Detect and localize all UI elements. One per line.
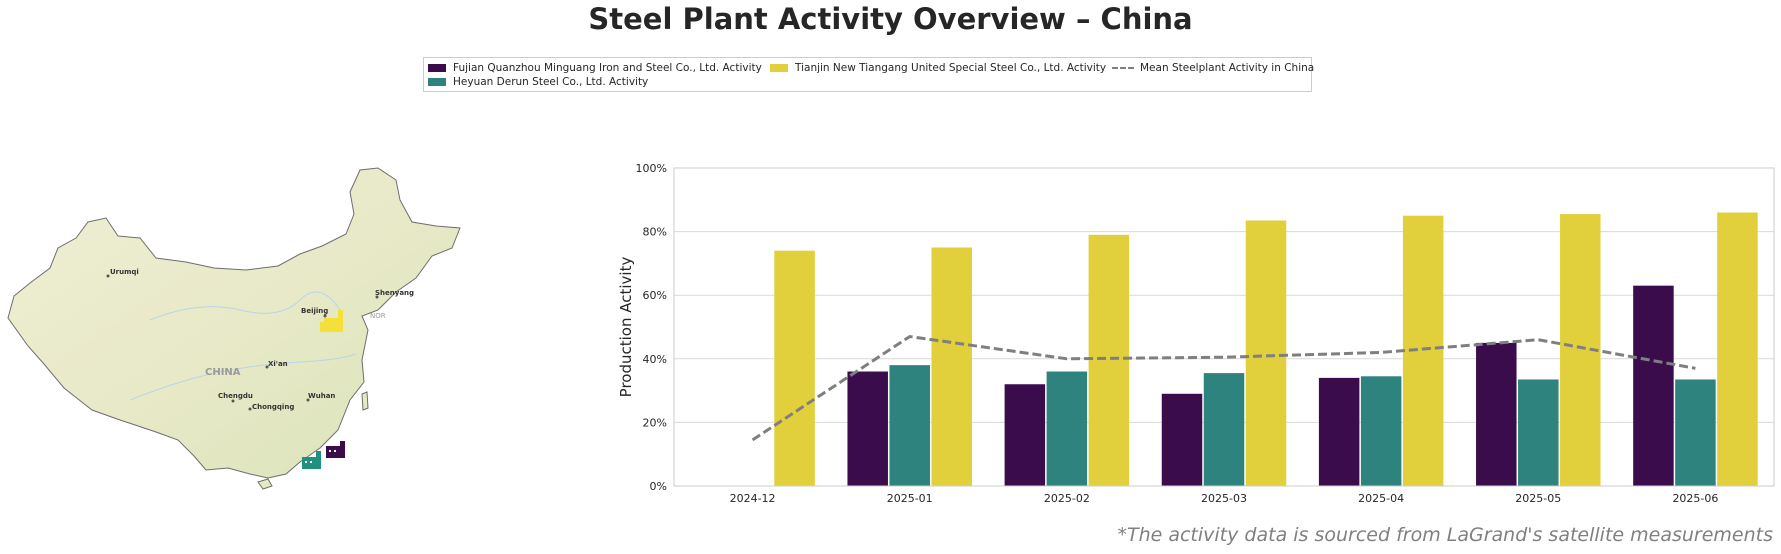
bar-series-2 xyxy=(1046,371,1088,486)
china-outline xyxy=(7,167,461,479)
legend-item-fujian: Fujian Quanzhou Minguang Iron and Steel … xyxy=(428,62,762,74)
bar-series-1 xyxy=(1633,285,1674,486)
chart-title: Steel Plant Activity Overview – China xyxy=(588,2,1193,36)
y-tick-label: 60% xyxy=(643,289,667,302)
bar-series-1 xyxy=(1004,384,1046,486)
x-tick-label: 2025-05 xyxy=(1515,492,1561,505)
x-tick-label: 2025-01 xyxy=(887,492,933,505)
y-tick-label: 40% xyxy=(643,353,667,366)
bars xyxy=(774,212,1758,487)
bar-series-2 xyxy=(1203,373,1245,486)
factory-icon xyxy=(326,441,345,458)
city-label-xian: Xi'an xyxy=(268,360,288,368)
bar-series-3 xyxy=(1088,234,1130,486)
bar-series-2 xyxy=(1675,379,1716,486)
yellow-river xyxy=(149,291,341,321)
x-tick-label: 2024-12 xyxy=(730,492,776,505)
hainan-island xyxy=(257,478,273,490)
bar-series-3 xyxy=(1245,220,1287,486)
mean-activity-line xyxy=(751,334,1696,442)
y-tick-label: 20% xyxy=(643,416,667,429)
legend-swatch-tianjin xyxy=(770,64,788,72)
sea-label: NOR xyxy=(370,312,386,320)
city-label-chongqing: Chongqing xyxy=(252,403,294,411)
bar-series-3 xyxy=(774,250,815,486)
bar-series-3 xyxy=(1717,212,1758,486)
bar-series-2 xyxy=(1360,376,1402,486)
y-tick-label: 80% xyxy=(643,226,667,239)
footnote: *The activity data is sourced from LaGra… xyxy=(1117,524,1773,546)
city-label-beijing: Beijing xyxy=(301,307,328,315)
x-tick-label: 2025-04 xyxy=(1358,492,1404,505)
legend-item-tianjin: Tianjin New Tiangang United Special Stee… xyxy=(770,62,1106,74)
city-label-wuhan: Wuhan xyxy=(308,392,335,400)
bar-series-2 xyxy=(1518,379,1559,486)
bar-series-1 xyxy=(1318,377,1360,486)
legend-label-fujian: Fujian Quanzhou Minguang Iron and Steel … xyxy=(453,62,762,74)
city-label-chengdu: Chengdu xyxy=(218,392,253,400)
y-tick-label: 100% xyxy=(636,162,667,175)
x-tick-label: 2025-03 xyxy=(1201,492,1247,505)
city-label-shenyang: Shenyang xyxy=(375,289,414,297)
legend-label-mean: Mean Steelplant Activity in China xyxy=(1140,62,1315,74)
legend-line-mean xyxy=(1112,67,1134,69)
x-tick-label: 2025-02 xyxy=(1044,492,1090,505)
yangtze-river xyxy=(129,353,357,401)
legend-swatch-heyuan xyxy=(428,78,446,86)
bar-series-3 xyxy=(931,247,972,486)
legend: Fujian Quanzhou Minguang Iron and Steel … xyxy=(423,57,1314,92)
plot-frame xyxy=(673,167,1775,487)
china-map: Urumqi Beijing Shenyang Xi'an Chengdu Ch… xyxy=(7,167,461,490)
y-axis-label: Production Activity xyxy=(617,257,635,398)
country-label: CHINA xyxy=(205,367,241,378)
bar-series-1 xyxy=(847,371,888,486)
city-label-urumqi: Urumqi xyxy=(110,268,139,276)
legend-label-heyuan: Heyuan Derun Steel Co., Ltd. Activity xyxy=(453,76,649,88)
factory-icon xyxy=(302,451,321,469)
legend-swatch-fujian xyxy=(428,64,446,72)
axis-ticks: 0% 20% 40% 60% 80% 100% 2024-12 2025-01 2025-02 2… xyxy=(636,162,1719,505)
x-tick-label: 2025-06 xyxy=(1672,492,1718,505)
bar-series-1 xyxy=(1476,342,1517,486)
mean-line xyxy=(751,334,1696,442)
factory-icon xyxy=(320,310,343,332)
legend-label-tianjin: Tianjin New Tiangang United Special Stee… xyxy=(795,62,1107,74)
bar-series-1 xyxy=(1161,393,1203,486)
y-tick-label: 0% xyxy=(650,480,667,493)
legend-item-mean: Mean Steelplant Activity in China xyxy=(1112,62,1314,74)
taiwan-island xyxy=(361,391,369,411)
legend-item-heyuan: Heyuan Derun Steel Co., Ltd. Activity xyxy=(428,76,648,88)
bar-series-2 xyxy=(889,365,930,486)
